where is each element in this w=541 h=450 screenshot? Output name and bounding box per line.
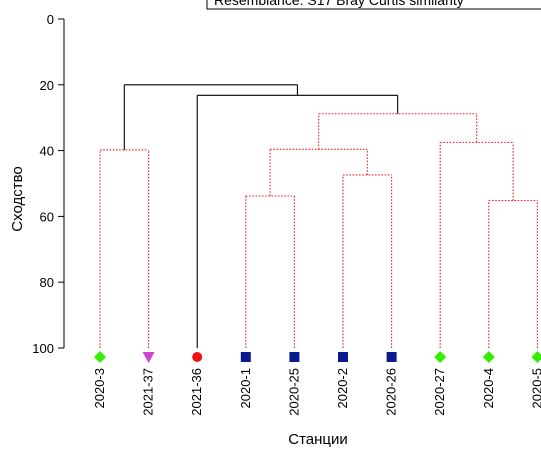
leaf-labels: 2020-3 2021-37 2021-36 2020-1 2020-25 2020-2 2… — [92, 368, 541, 416]
chart-title-group: Resemblance: S17 Bray Curtis similarity — [206, 0, 541, 10]
leaf-marker-diamond — [94, 351, 106, 363]
leaf-label: 2021-37 — [141, 368, 156, 416]
leaf-label: 2020-4 — [481, 368, 496, 408]
y-axis: 0 20 40 60 80 100 — [32, 12, 65, 356]
leaf-label: 2020-25 — [286, 368, 301, 416]
y-tick-label: 20 — [40, 78, 54, 93]
y-tick-label: 80 — [40, 275, 54, 290]
y-axis-title: Сходство — [9, 166, 26, 231]
leaf-marker-square — [289, 352, 300, 362]
y-tick-label: 40 — [40, 144, 54, 159]
leaf-marker-diamond — [434, 351, 447, 363]
leaf-label: 2021-36 — [189, 368, 204, 416]
leaf-marker-diamond — [482, 351, 495, 363]
leaf-label: 2020-1 — [238, 368, 253, 408]
chart-title: Resemblance: S17 Bray Curtis similarity — [214, 0, 464, 8]
leaf-label: 2020-3 — [92, 368, 107, 408]
y-tick-label: 60 — [40, 209, 54, 224]
leaf-marker-square — [386, 352, 397, 362]
x-axis-title: Станции — [288, 431, 348, 448]
leaf-label: 2020-26 — [384, 368, 399, 416]
leaf-marker-square — [240, 352, 251, 362]
leaf-markers — [94, 351, 541, 363]
leaf-marker-square — [338, 352, 348, 362]
leaf-marker-diamond — [531, 351, 541, 363]
leaf-marker-triangle-down — [142, 352, 155, 363]
leaf-marker-circle — [192, 352, 203, 362]
leaf-label: 2020-2 — [335, 368, 350, 408]
chart-title-box — [206, 0, 541, 10]
leaf-label: 2020-27 — [432, 368, 447, 416]
y-tick-label: 100 — [32, 341, 54, 356]
y-tick-label: 0 — [47, 12, 54, 27]
leaf-label: 2020-5 — [529, 368, 541, 408]
dendrogram-tree — [99, 84, 538, 348]
